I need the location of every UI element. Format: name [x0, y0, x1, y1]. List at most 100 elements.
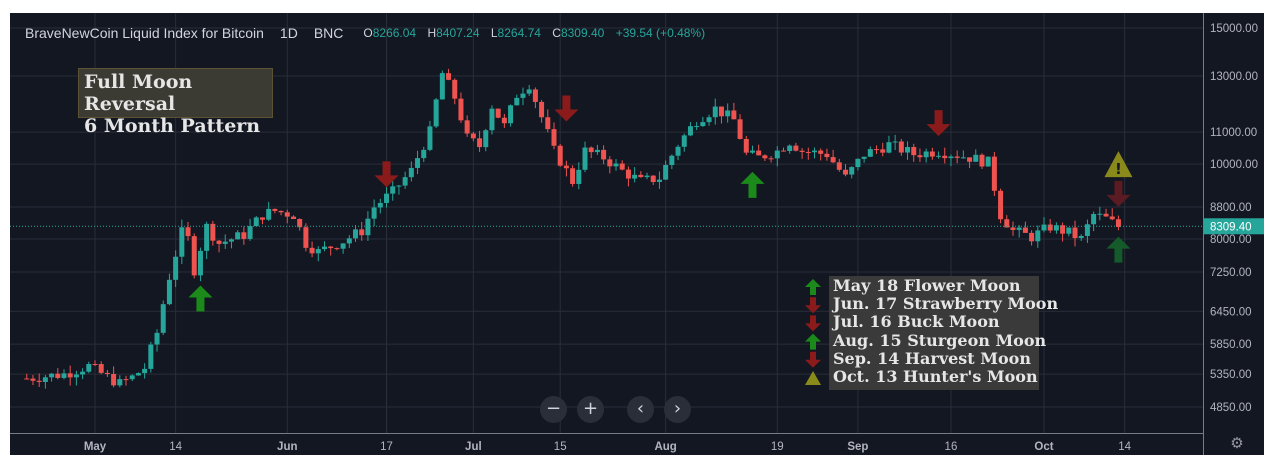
zoom-out-icon[interactable]: − [540, 396, 567, 423]
candle-body [55, 373, 61, 378]
candle-body [756, 150, 762, 156]
candle-body [539, 101, 545, 118]
x-tick-label: 14 [1118, 441, 1131, 453]
candle-body [365, 218, 371, 236]
candle-body [892, 141, 898, 143]
candle-body [415, 158, 421, 168]
moon-legend[interactable]: May 18 Flower Moon Jun. 17 Strawberry Mo… [829, 276, 1058, 390]
candle-body [836, 162, 842, 170]
candle-body [495, 108, 501, 118]
zoom-in-icon[interactable]: + [577, 396, 604, 423]
candle-body [216, 240, 222, 244]
candle-body [718, 106, 724, 117]
x-tick-label: 19 [771, 441, 784, 453]
candle-body [675, 146, 681, 156]
last-price-badge [1204, 218, 1264, 235]
legend-item: May 18 Flower Moon [833, 276, 1021, 295]
candle-body [104, 372, 110, 375]
candle-body [805, 151, 811, 153]
candle-body [979, 154, 985, 167]
candle-body [266, 208, 272, 220]
x-tick-label: Jul [465, 441, 482, 453]
candle-body [446, 73, 452, 80]
x-tick-label: Oct [1034, 441, 1053, 453]
candle-body [656, 179, 662, 182]
candle-body [142, 368, 148, 374]
candle-body [173, 256, 179, 280]
candle-body [390, 186, 396, 194]
candle-body [948, 156, 954, 159]
scroll-right-icon[interactable]: › [664, 396, 691, 423]
high-value: 8407.24 [436, 26, 480, 40]
y-tick-label: 4850.00 [1210, 402, 1252, 414]
candle-body [204, 223, 210, 251]
candle-body [1041, 224, 1047, 231]
candle-body [111, 374, 117, 386]
candle-body [855, 158, 861, 168]
candle-body [1060, 225, 1066, 234]
warning-icon-mark: ! [1115, 160, 1122, 178]
candle-body [67, 373, 73, 378]
candle-body [253, 217, 259, 227]
candle-body [396, 185, 402, 187]
x-tick-label: 14 [169, 441, 182, 453]
scroll-left-icon[interactable]: ‹ [627, 396, 654, 423]
y-tick-label: 8800.00 [1210, 202, 1252, 214]
candle-body [36, 380, 42, 382]
candle-body [526, 89, 532, 94]
candle-body [154, 332, 160, 345]
candle-body [191, 236, 197, 276]
candle-body [1078, 235, 1084, 239]
candle-body [607, 159, 613, 167]
y-tick-label: 7250.00 [1210, 267, 1252, 279]
candle-body [998, 190, 1004, 220]
candle-body [117, 379, 123, 386]
y-tick-label: 5350.00 [1210, 369, 1252, 381]
candle-body [1047, 224, 1053, 231]
pattern-annotation[interactable]: Full Moon Reversal 6 Month Pattern [78, 68, 273, 137]
candle-body [588, 147, 594, 153]
arrow-up-icon [740, 171, 765, 198]
candle-body [898, 141, 904, 153]
exchange-label: BNC [313, 25, 344, 41]
candle-body [228, 239, 234, 242]
symbol-name[interactable]: BraveNewCoin Liquid Index for Bitcoin [25, 25, 264, 41]
candle-body [470, 133, 476, 139]
gear-icon[interactable]: ⚙ [1230, 434, 1244, 452]
candle-body [197, 250, 203, 276]
x-tick-label: May [84, 441, 107, 453]
candle-body [563, 165, 569, 169]
candle-body [954, 156, 960, 158]
candle-body [1115, 219, 1121, 228]
candle-body [706, 117, 712, 123]
x-tick-label: Aug [654, 441, 676, 453]
candle-body [725, 110, 731, 117]
x-tick-label: Jun [277, 441, 297, 453]
candle-body [222, 241, 228, 244]
candle-body [520, 93, 526, 98]
candle-body [73, 374, 79, 378]
x-tick-label: 16 [945, 441, 958, 453]
candle-body [458, 98, 464, 121]
legend-item: Sep. 14 Harvest Moon [833, 348, 1031, 368]
candle-body [328, 246, 334, 249]
y-tick-label: 8000.00 [1210, 234, 1252, 246]
candle-body [1084, 224, 1090, 236]
candle-body [489, 108, 495, 131]
interval-label[interactable]: 1D [279, 25, 298, 41]
candle-body [433, 99, 439, 127]
candlestick-chart[interactable]: 15000.00 13000.00 11000.00 10000.00 8800.00 8… [10, 13, 1264, 455]
candle-body [452, 79, 458, 99]
candle-body [812, 150, 818, 153]
candle-body [408, 167, 414, 178]
candle-body [135, 373, 141, 376]
arrow-down-icon [1106, 180, 1131, 207]
arrow-up-icon [805, 279, 821, 295]
candle-body [867, 149, 873, 157]
arrow-up-icon [805, 333, 821, 350]
candle-body [340, 243, 346, 249]
arrow-up-icon [188, 285, 213, 312]
candle-body [762, 155, 768, 159]
candle-body [166, 279, 172, 305]
candle-body [464, 120, 470, 134]
